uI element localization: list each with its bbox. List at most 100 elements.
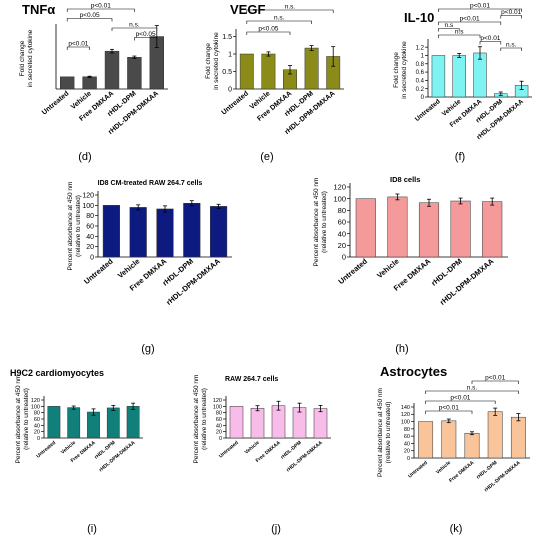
bar bbox=[104, 50, 120, 90]
significance-label: p<0.05 bbox=[136, 31, 156, 38]
chart-title: VEGF bbox=[230, 2, 265, 17]
x-tick-label: rHDL-DPM-DMXAA bbox=[285, 440, 324, 474]
significance-label: p<0.01 bbox=[91, 3, 111, 10]
y-tick-label: 0 bbox=[342, 253, 346, 262]
bar bbox=[450, 200, 471, 258]
chart-title: ID8 cells bbox=[390, 175, 420, 184]
y-axis-label: (relative to untreated) bbox=[75, 195, 82, 257]
y-axis-label: (relative to untreated) bbox=[385, 402, 392, 464]
panel-label-f: (f) bbox=[455, 151, 465, 163]
bar bbox=[183, 203, 201, 258]
y-tick-label: 1 bbox=[228, 51, 232, 58]
y-axis-label: Percent absorbance at 450 nm bbox=[15, 375, 22, 464]
y-axis-label: Fold change bbox=[393, 52, 400, 88]
significance-label: p<0.01 bbox=[439, 405, 459, 412]
significance-label: p<0.05 bbox=[258, 26, 278, 33]
bar bbox=[452, 55, 466, 98]
y-tick-label: 40 bbox=[86, 234, 94, 241]
bar bbox=[210, 206, 228, 258]
significance-bracket bbox=[438, 8, 522, 12]
x-tick-label: Untreated bbox=[414, 98, 442, 123]
y-tick-label: 20 bbox=[34, 430, 40, 436]
y-tick-label: 60 bbox=[216, 417, 222, 423]
bar bbox=[82, 76, 97, 90]
y-tick-label: 60 bbox=[338, 218, 346, 227]
chart-g: ID8 CM-treated RAW 264.7 cells Percent ab… bbox=[67, 180, 232, 307]
significance-label: n.s. bbox=[129, 22, 140, 29]
y-axis-label: Fold change bbox=[19, 40, 26, 76]
y-axis-label: in secreted cytokine bbox=[27, 29, 34, 87]
significance-label: p<0.01 bbox=[460, 16, 480, 23]
y-tick-label: 80 bbox=[404, 427, 410, 433]
y-axis-label: Percent absorbance at 450 nm bbox=[313, 178, 320, 267]
bar bbox=[304, 47, 319, 90]
y-axis-label: Fold change bbox=[205, 43, 212, 79]
panel-label-h: (h) bbox=[395, 343, 408, 355]
panel-label-i: (i) bbox=[87, 523, 97, 535]
bar bbox=[271, 405, 286, 439]
y-axis-label: (relative to untreated) bbox=[201, 388, 208, 450]
y-axis-label: Percent absorbance at 450 nm bbox=[377, 388, 384, 477]
y-tick-label: 20 bbox=[86, 244, 94, 251]
significance-label: n.s. bbox=[274, 15, 285, 22]
chart-k: Astrocytes Percent absorbance at 450 nm (r… bbox=[377, 364, 530, 493]
x-tick-label: Vehicle bbox=[435, 460, 452, 476]
bar bbox=[482, 201, 503, 258]
panel-label-k: (k) bbox=[450, 523, 463, 535]
x-tick-label: Untreated bbox=[82, 256, 115, 286]
x-tick-label: Untreated bbox=[218, 440, 240, 460]
y-tick-label: 100 bbox=[213, 404, 222, 410]
y-tick-label: 80 bbox=[34, 411, 40, 417]
y-tick-label: 20 bbox=[404, 449, 410, 455]
x-tick-label: Untreated bbox=[221, 90, 251, 116]
chart-title: ID8 CM-treated RAW 264.7 cells bbox=[98, 180, 203, 187]
significance-bracket bbox=[66, 18, 113, 22]
x-tick-label: rHDL-DPM bbox=[475, 460, 498, 481]
y-tick-label: 40 bbox=[34, 423, 40, 429]
bar bbox=[67, 407, 81, 439]
y-tick-label: 0.8 bbox=[416, 62, 425, 68]
y-tick-label: 60 bbox=[34, 417, 40, 423]
significance-bracket bbox=[471, 380, 519, 384]
panel-label-g: (g) bbox=[141, 343, 154, 355]
y-axis-label: in secreted cytokine bbox=[213, 32, 220, 90]
significance-label: n.s. bbox=[467, 385, 478, 392]
chart-d: TNFα Fold change in secreted cytokine Untre… bbox=[19, 2, 168, 136]
y-tick-label: 120 bbox=[333, 183, 346, 192]
y-tick-label: 120 bbox=[213, 398, 222, 404]
bar bbox=[126, 406, 140, 439]
y-tick-label: 120 bbox=[31, 398, 40, 404]
bar bbox=[106, 407, 120, 439]
bar bbox=[127, 57, 142, 90]
significance-bracket bbox=[425, 400, 496, 404]
bar bbox=[250, 407, 265, 439]
significance-label: n.s. bbox=[285, 4, 296, 11]
bar bbox=[464, 432, 480, 459]
y-tick-label: 100 bbox=[333, 194, 346, 203]
panel-label-j: (j) bbox=[271, 523, 281, 535]
significance-bracket bbox=[246, 31, 291, 35]
chart-f: IL-10 Fold change in secreted cytokine 0 0.2… bbox=[393, 3, 532, 141]
chart-title: H9C2 cardiomyocytes bbox=[10, 368, 104, 378]
y-tick-label: 0.5 bbox=[222, 69, 232, 76]
significance-label: p<0.01 bbox=[68, 41, 88, 48]
significance-bracket bbox=[425, 410, 473, 414]
chart-j: RAW 264.7 cells Percent absorbance at 450… bbox=[193, 375, 331, 474]
chart-title: RAW 264.7 cells bbox=[225, 376, 278, 383]
significance-bracket bbox=[66, 46, 90, 50]
significance-bracket bbox=[66, 8, 135, 12]
significance-label: p<0.01 bbox=[485, 375, 505, 382]
y-tick-label: 120 bbox=[401, 412, 410, 418]
significance-label: p<0.05 bbox=[80, 12, 100, 19]
significance-bracket bbox=[134, 37, 158, 41]
x-tick-label: Untreated bbox=[407, 460, 429, 480]
y-tick-label: 1 bbox=[421, 54, 425, 60]
chart-title: IL-10 bbox=[404, 10, 434, 25]
significance-label: n.s. bbox=[506, 42, 517, 49]
bar bbox=[102, 205, 120, 258]
y-tick-label: 40 bbox=[404, 441, 410, 447]
panel-label-e: (e) bbox=[260, 151, 273, 163]
y-tick-label: 1.5 bbox=[222, 34, 232, 41]
